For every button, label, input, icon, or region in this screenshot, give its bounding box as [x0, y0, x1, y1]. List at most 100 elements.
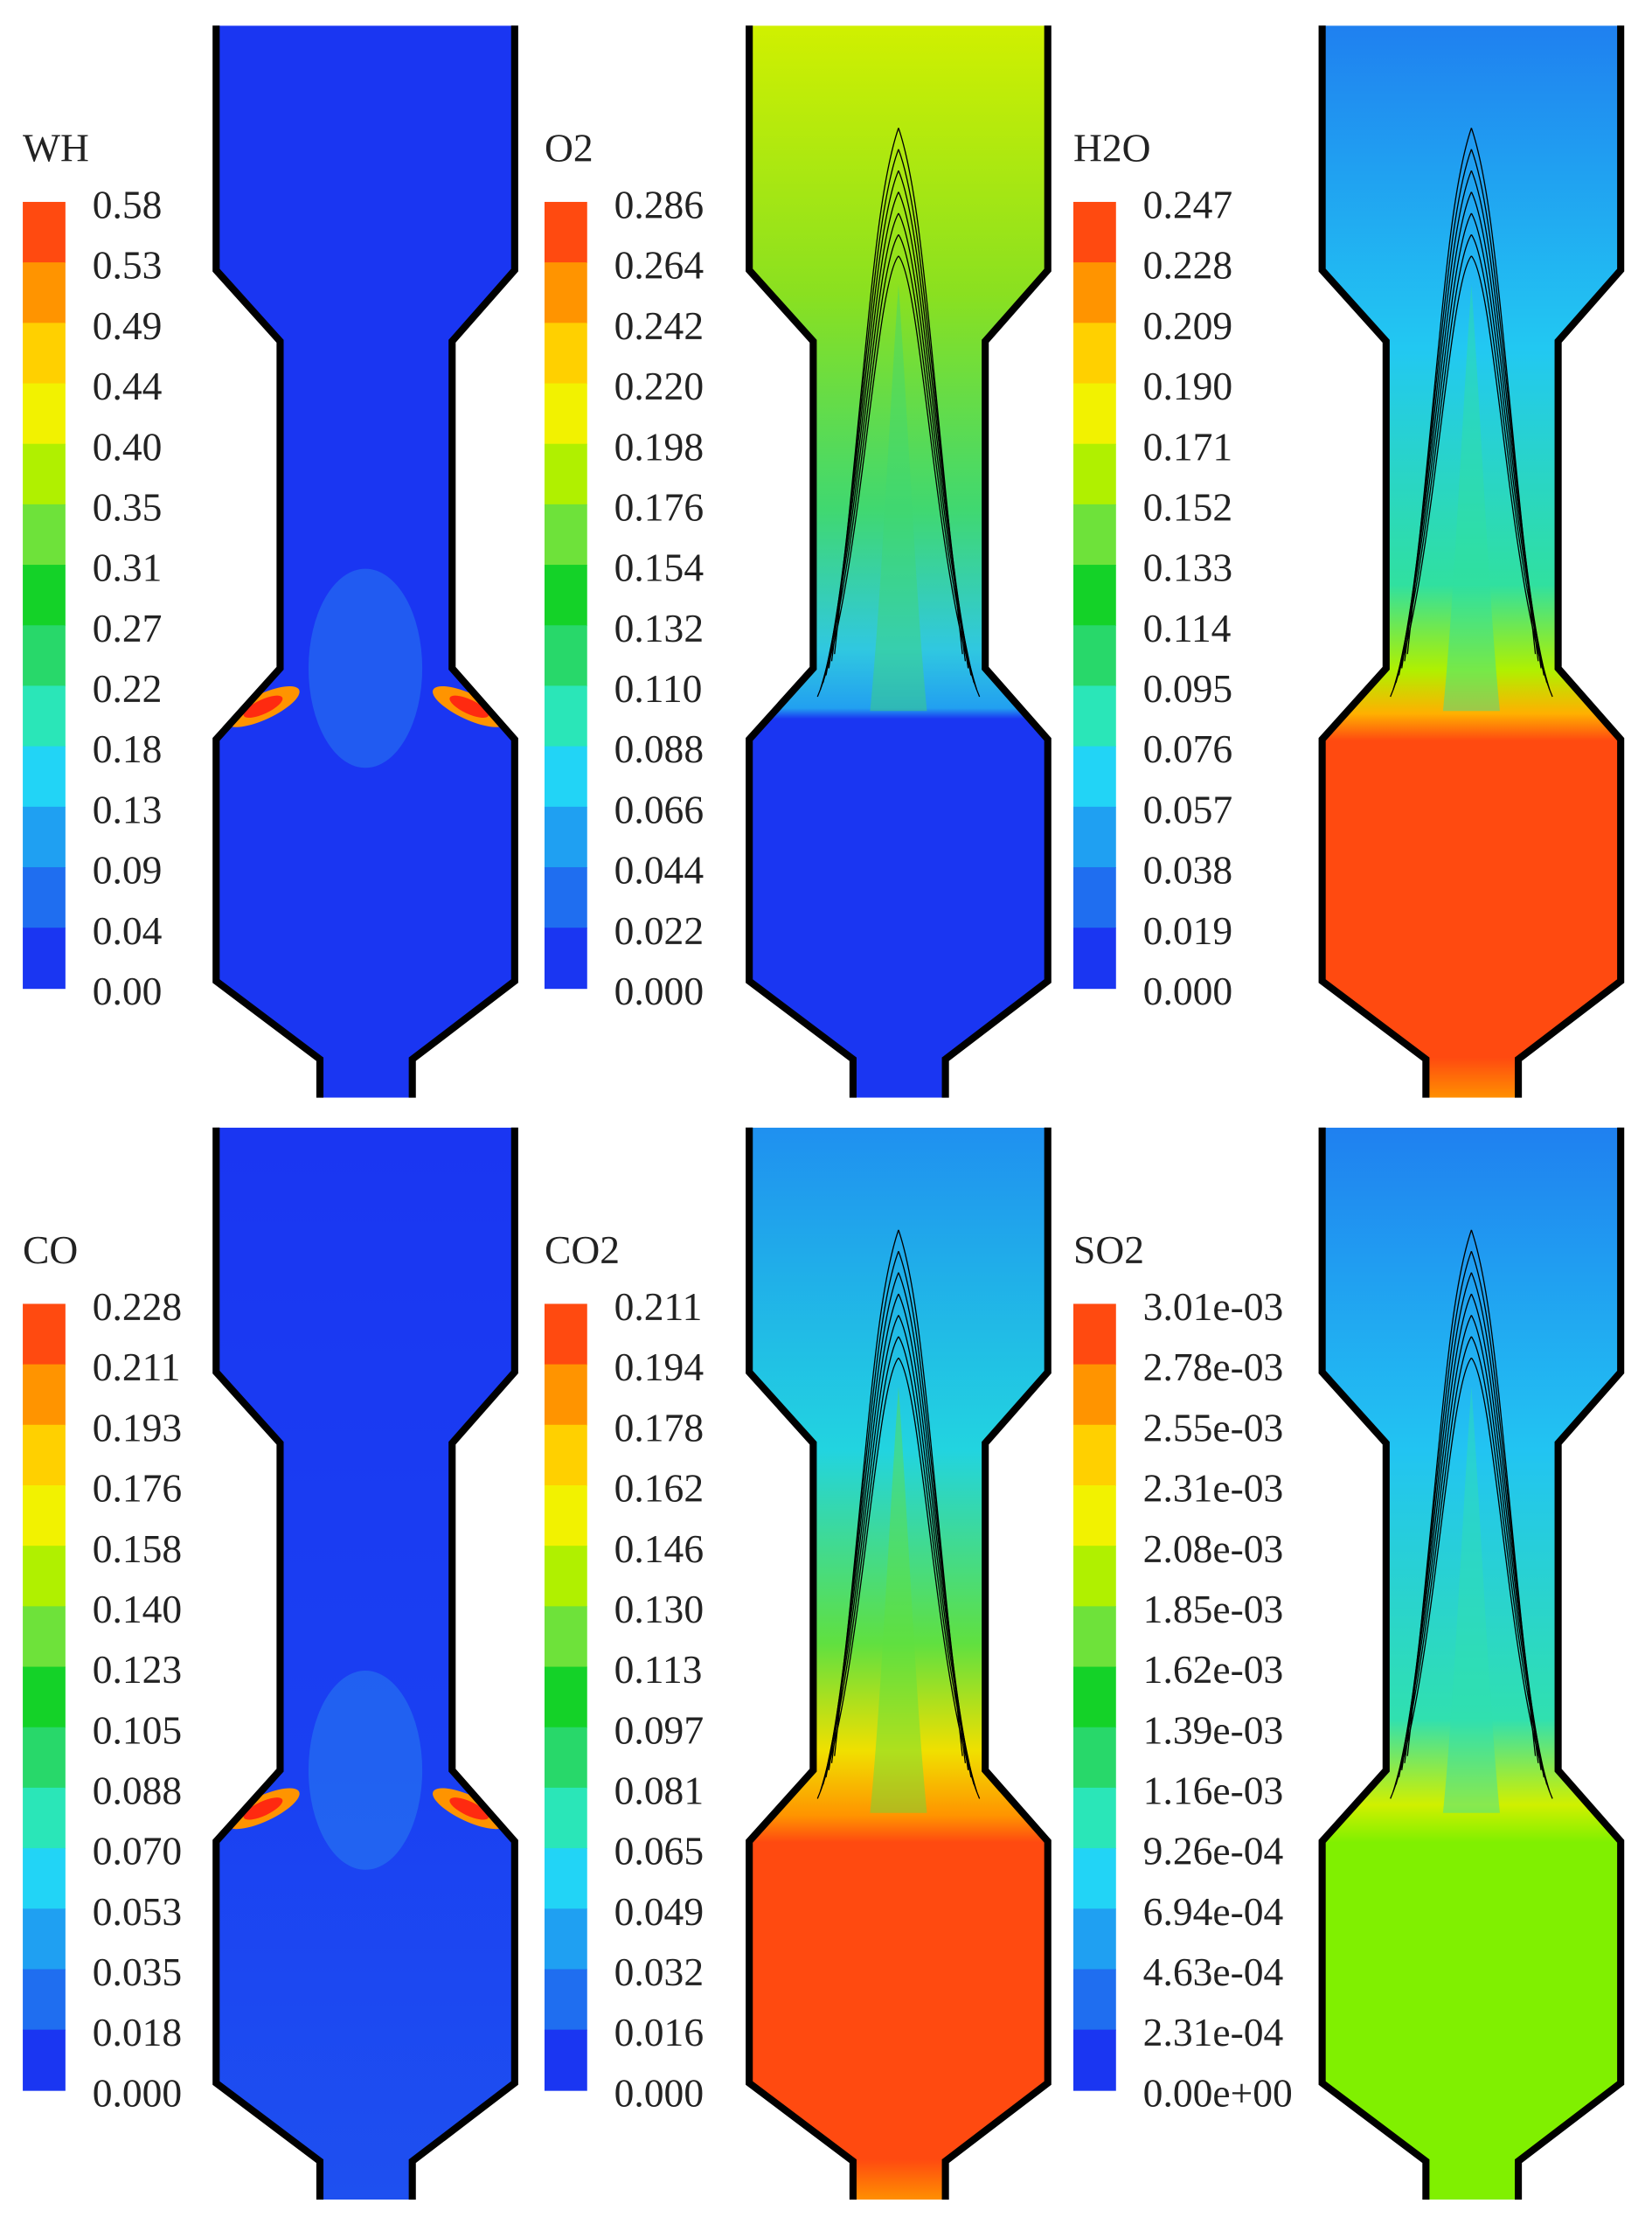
legend-label: 0.09 — [93, 848, 163, 893]
color-band — [23, 1484, 66, 1546]
legend-label: 0.140 — [93, 1587, 182, 1631]
color-band — [1072, 323, 1116, 385]
legend-label: 0.04 — [93, 908, 163, 953]
plume — [870, 284, 927, 712]
color-band — [544, 866, 587, 928]
legend-label: 0.130 — [614, 1587, 704, 1631]
color-band — [23, 685, 66, 747]
color-band — [1072, 201, 1116, 263]
color-band — [23, 1606, 66, 1668]
contour-plot — [746, 1127, 1052, 2200]
legend-label: 0.00e+00 — [1143, 2070, 1293, 2115]
color-band — [1072, 1969, 1116, 2031]
color-band — [23, 565, 66, 627]
legend: CO2 0.211 0.194 0.178 0.162 0.146 0.130 0.113 0.… — [544, 1227, 705, 2115]
legend-label: 0.53 — [93, 243, 163, 288]
panel: CO 0.228 0.211 0.193 0.176 0.158 0.140 0.123 0.1… — [23, 1127, 518, 2200]
field — [749, 1127, 1048, 2200]
color-band — [23, 1364, 66, 1426]
color-band — [544, 1787, 587, 1849]
panel: SO2 3.01e-03 2.78e-03 2.55e-03 2.31e-03 2.08e… — [1072, 1127, 1625, 2200]
panel: O2 0.286 0.264 0.242 0.220 0.198 0.176 0.154 0.1… — [544, 25, 1052, 1098]
color-band — [544, 262, 587, 324]
legend: SO2 3.01e-03 2.78e-03 2.55e-03 2.31e-03 2.08e… — [1072, 1227, 1293, 2115]
legend-label: 0.000 — [614, 969, 704, 1013]
legend-label: 0.211 — [93, 1345, 181, 1389]
wall — [408, 25, 518, 1098]
contour-line — [1470, 128, 1537, 655]
plume — [308, 1671, 423, 1870]
field-fill — [216, 1127, 515, 2200]
legend-label: 0.171 — [1143, 424, 1232, 469]
legend-label: 0.286 — [614, 183, 704, 227]
color-band — [23, 625, 66, 687]
color-band — [544, 383, 587, 445]
color-band — [544, 1848, 587, 1910]
field — [216, 25, 515, 1098]
contour-line — [834, 128, 899, 655]
legend-label: 0.22 — [93, 666, 163, 711]
legend-label: 1.62e-03 — [1143, 1647, 1284, 1692]
legend-label: 0.066 — [614, 787, 704, 831]
legend-label: 0.105 — [93, 1707, 182, 1752]
legend-label: 0.194 — [614, 1345, 705, 1389]
legend-label: 0.152 — [1143, 484, 1232, 529]
legend-label: 0.00 — [93, 969, 163, 1013]
hotspot — [243, 1797, 283, 1820]
color-band — [544, 1424, 587, 1486]
legend-label: 9.26e-04 — [1143, 1829, 1284, 1873]
legend-label: 0.132 — [614, 606, 704, 650]
field-fill — [216, 25, 515, 1098]
legend-label: 0.070 — [93, 1829, 182, 1873]
contour-line — [1406, 1229, 1473, 1756]
wall — [1515, 1127, 1625, 2200]
color-band — [1072, 866, 1116, 928]
field — [749, 25, 1048, 1098]
contour-plot — [1318, 25, 1625, 1098]
legend-label: 0.242 — [614, 303, 704, 348]
legend-label: 0.000 — [1143, 969, 1232, 1013]
legend-label: 0.158 — [93, 1526, 182, 1571]
legend-label: 0.035 — [93, 1950, 182, 1994]
legend-label: 0.081 — [614, 1769, 704, 1813]
color-band — [544, 1969, 587, 2031]
hotspot — [243, 695, 283, 719]
legend-label: 0.076 — [1143, 726, 1232, 771]
color-band — [23, 1908, 66, 1970]
legend-label: 2.31e-04 — [1143, 2010, 1284, 2054]
legend-label: 0.228 — [1143, 243, 1232, 288]
legend-label: 0.228 — [93, 1284, 182, 1329]
contour-line — [898, 128, 963, 655]
legend-label: 0.18 — [93, 726, 163, 771]
color-band — [1072, 1364, 1116, 1426]
color-band — [23, 201, 66, 263]
legend-label: 0.247 — [1143, 183, 1232, 227]
legend-label: 0.35 — [93, 484, 163, 529]
legend-label: 2.31e-03 — [1143, 1466, 1284, 1511]
legend-label: 0.13 — [93, 787, 163, 831]
color-band — [1072, 504, 1116, 566]
legend-label: 0.198 — [614, 424, 704, 469]
legend-label: 0.110 — [614, 666, 703, 711]
contour-plot — [1318, 1127, 1625, 2200]
plume — [1442, 284, 1500, 712]
color-band — [544, 1666, 587, 1728]
color-band — [23, 2029, 66, 2091]
hotspot — [449, 695, 489, 719]
color-band — [1072, 1908, 1116, 1970]
wall — [212, 25, 324, 1098]
color-band — [1072, 2029, 1116, 2091]
contour-line — [1406, 128, 1473, 655]
legend-label: 2.08e-03 — [1143, 1526, 1284, 1571]
wall — [212, 1127, 324, 2200]
legend-label: 0.154 — [614, 546, 705, 590]
color-band — [1072, 1727, 1116, 1789]
color-band — [1072, 1303, 1116, 1366]
color-band — [544, 2029, 587, 2091]
color-band — [544, 323, 587, 385]
legend-title: CO — [23, 1227, 78, 1272]
wall — [1318, 1127, 1430, 2200]
legend-label: 0.49 — [93, 303, 163, 348]
